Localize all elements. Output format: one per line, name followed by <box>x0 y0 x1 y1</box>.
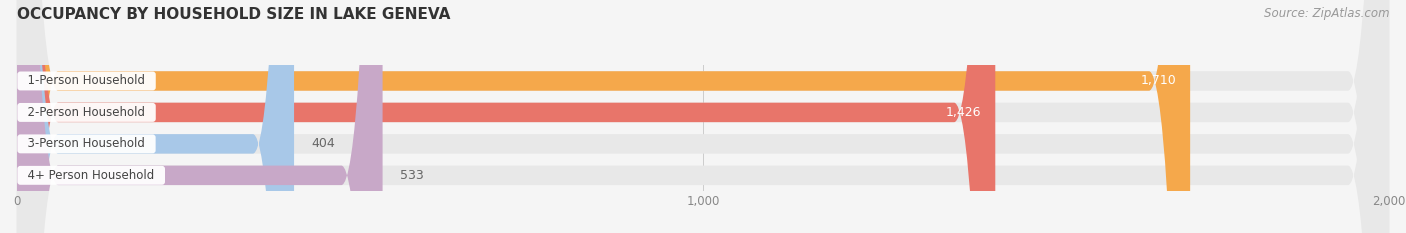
Text: 1-Person Household: 1-Person Household <box>20 75 153 87</box>
Text: 2-Person Household: 2-Person Household <box>20 106 153 119</box>
Text: 1,710: 1,710 <box>1140 75 1177 87</box>
Text: 404: 404 <box>311 137 335 150</box>
FancyBboxPatch shape <box>17 0 995 233</box>
Text: 1,426: 1,426 <box>946 106 981 119</box>
FancyBboxPatch shape <box>17 0 1389 233</box>
Text: Source: ZipAtlas.com: Source: ZipAtlas.com <box>1264 7 1389 20</box>
FancyBboxPatch shape <box>17 0 1389 233</box>
FancyBboxPatch shape <box>17 0 1389 233</box>
Text: OCCUPANCY BY HOUSEHOLD SIZE IN LAKE GENEVA: OCCUPANCY BY HOUSEHOLD SIZE IN LAKE GENE… <box>17 7 450 22</box>
Text: 533: 533 <box>399 169 423 182</box>
FancyBboxPatch shape <box>17 0 1389 233</box>
FancyBboxPatch shape <box>17 0 382 233</box>
FancyBboxPatch shape <box>17 0 1189 233</box>
Text: 4+ Person Household: 4+ Person Household <box>20 169 162 182</box>
FancyBboxPatch shape <box>17 0 294 233</box>
Text: 3-Person Household: 3-Person Household <box>20 137 153 150</box>
